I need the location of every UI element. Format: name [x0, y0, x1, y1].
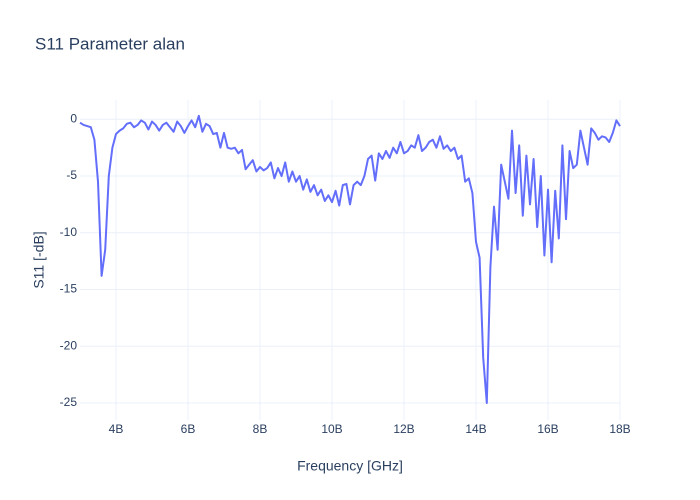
x-tick-label: 12B: [393, 422, 414, 436]
y-tick-label: -20: [60, 338, 78, 352]
y-tick-label: -15: [60, 282, 78, 296]
x-tick-label: 4B: [109, 422, 124, 436]
y-axis-title: S11 [-dB]: [31, 231, 47, 288]
x-axis-title: Frequency [GHz]: [297, 458, 403, 474]
chart-title: S11 Parameter alan: [35, 34, 185, 53]
y-tick-label: -25: [60, 395, 78, 409]
data-line: [79, 114, 621, 404]
y-tick-label: -10: [60, 225, 78, 239]
y-tick-label: -5: [66, 168, 77, 182]
y-tick-label: 0: [70, 111, 77, 125]
x-tick-label: 8B: [253, 422, 268, 436]
x-tick-label: 10B: [321, 422, 342, 436]
x-tick-label: 6B: [181, 422, 196, 436]
x-tick-label: 18B: [609, 422, 630, 436]
x-tick-label: 14B: [465, 422, 486, 436]
x-tick-label: 16B: [537, 422, 558, 436]
